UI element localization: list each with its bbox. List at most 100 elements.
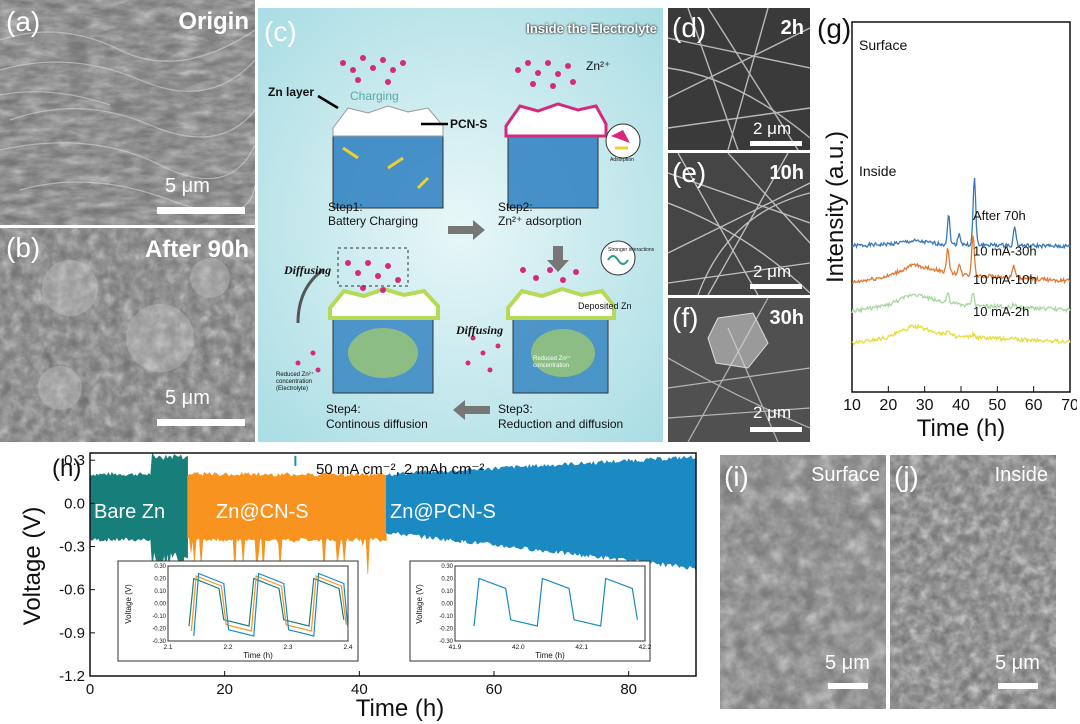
inset-y-tick-label: -0.30 bbox=[439, 639, 453, 645]
voltage-series-band bbox=[187, 471, 387, 575]
step3-text: Reduction and diffusion bbox=[498, 417, 624, 431]
structure-box-step4 bbox=[332, 312, 434, 394]
sem-texture bbox=[668, 298, 810, 442]
inset-y-tick-label: -0.10 bbox=[152, 614, 166, 620]
xrd-series-line bbox=[851, 323, 1071, 346]
condition-d: 2h bbox=[780, 17, 804, 39]
inset-1: 0.300.200.100.00-0.10-0.20-0.30 2.1 2.2 2.… bbox=[117, 560, 359, 662]
interaction-circle bbox=[600, 240, 636, 276]
panel-label-h: (h) bbox=[52, 455, 81, 482]
inset-y-tick-label: 0.30 bbox=[154, 564, 166, 570]
sem-panel-e: (e) 10h 2 μm bbox=[668, 153, 810, 295]
panel-label-f: (f) bbox=[672, 302, 699, 333]
sem-panel-d: (d) 2h 2 μm bbox=[668, 8, 810, 150]
x-axis-label: Time (h) bbox=[917, 415, 1005, 442]
voltage-series-band bbox=[89, 452, 188, 568]
inset-y-tick-label: 0.00 bbox=[154, 602, 166, 608]
series-label: Bare Zn bbox=[94, 501, 165, 523]
y-tick-labels: 0.3 0.0 -0.3 -0.6 -0.9 -1.2 bbox=[59, 452, 95, 685]
panel-label-g: (g) bbox=[817, 13, 851, 44]
scale-bar-f bbox=[750, 427, 802, 432]
inset-series-line bbox=[473, 577, 638, 627]
zn-layer-step3 bbox=[506, 286, 616, 320]
xrd-series-line bbox=[851, 292, 1071, 314]
xrd-series bbox=[851, 177, 1071, 346]
panel-label-e: (e) bbox=[672, 157, 707, 188]
inset-y-tick-label: -0.10 bbox=[439, 614, 453, 620]
diagram-graphics bbox=[258, 8, 663, 442]
test-condition: 50 mA cm⁻², 2 mAh cm⁻² bbox=[316, 461, 484, 478]
pcn-s-label: PCN-S bbox=[450, 117, 488, 131]
scale-bar-j bbox=[998, 683, 1038, 689]
zn-layer-label: Zn layer bbox=[268, 85, 315, 99]
scale-text-e: 2 μm bbox=[753, 262, 792, 281]
inset-x-tick-label: 41.9 bbox=[449, 644, 462, 651]
sem-panel-a: (a) Origin 5 μm bbox=[0, 0, 255, 225]
step4-title: Step4: bbox=[326, 402, 361, 416]
condition-f: 30h bbox=[769, 307, 804, 329]
x-tick-labels: 10 20 30 40 50 60 70 bbox=[843, 386, 1077, 414]
condition-j: Inside bbox=[994, 464, 1048, 486]
series-labels: Bare Zn Zn@CN-S Zn@PCN-S bbox=[94, 501, 496, 523]
scale-text-a: 5 μm bbox=[165, 175, 210, 197]
zn-ion-clusters bbox=[295, 55, 579, 373]
x-tick-label: 10 bbox=[843, 397, 861, 414]
x-tick-labels: 0 20 40 60 80 bbox=[86, 671, 637, 698]
sem-panel-i: (i) Surface 5 μm bbox=[720, 455, 886, 709]
y-tick-label: 0.0 bbox=[64, 495, 85, 512]
xrd-series-labels: After 70h 10 mA-30h 10 mA-10h 10 mA-2h bbox=[973, 208, 1037, 319]
sem-panel-j: (j) Inside 5 μm bbox=[890, 455, 1056, 709]
sem-panel-f: (f) 30h 2 μm bbox=[668, 298, 810, 442]
deposited-zn-label: Deposited Zn bbox=[578, 301, 632, 311]
scale-text-f: 2 μm bbox=[753, 403, 792, 422]
xrd-chart-g: (g) Surface Inside After 70h 10 mA-30h 10 … bbox=[817, 13, 1077, 442]
plot-frame bbox=[89, 452, 697, 677]
scale-bar-a bbox=[157, 207, 245, 214]
inset-1-x-ticks: 2.1 2.2 2.3 2.4 bbox=[163, 644, 352, 651]
condition-b: After 90h bbox=[144, 236, 249, 263]
sem-texture bbox=[668, 8, 810, 150]
inset-y-tick-label: 0.00 bbox=[441, 602, 453, 608]
adsorption-circle bbox=[605, 123, 641, 159]
interaction-label: Stronger interactions bbox=[608, 247, 655, 253]
panel-label-a: (a) bbox=[6, 6, 41, 37]
reduced-conc-label: Reduced Zn²⁺ concentration bbox=[533, 356, 571, 369]
panel-label-i: (i) bbox=[724, 461, 749, 492]
y-tick-label: -0.3 bbox=[59, 539, 85, 556]
inset-x-tick-label: 2.2 bbox=[223, 644, 232, 651]
sem-panel-b: (b) After 90h 5 μm bbox=[0, 228, 255, 442]
y-axis-label: Intensity (a.u.) bbox=[822, 131, 849, 283]
inset-2-x-ticks: 41.9 42.0 42.1 42.2 bbox=[449, 644, 652, 651]
x-tick-label: 40 bbox=[952, 397, 970, 414]
inset-y-tick-label: 0.10 bbox=[441, 589, 453, 595]
voltage-chart-h: (h) 0.3 0.0 -0.3 -0.6 -0.9 -1.2 0 20 40 60 80 Bar… bbox=[19, 452, 697, 722]
x-tick-label: 20 bbox=[216, 681, 233, 698]
x-tick-label: 70 bbox=[1061, 397, 1077, 414]
series-label: Zn@CN-S bbox=[216, 501, 309, 523]
diffusing-right-label: Diffusing bbox=[456, 323, 504, 337]
x-axis-label: Time (h) bbox=[356, 695, 444, 722]
inset-y-tick-label: 0.20 bbox=[441, 577, 453, 583]
scale-text-b: 5 μm bbox=[165, 387, 210, 409]
diffusing-left-label: Diffusing bbox=[284, 263, 332, 277]
zn-layer-step1 bbox=[332, 105, 444, 137]
inset-y-tick-label: -0.20 bbox=[439, 627, 453, 633]
scale-text-j: 5 μm bbox=[995, 652, 1040, 674]
inset-x-tick-label: 2.1 bbox=[163, 644, 172, 651]
group-label-surface: Surface bbox=[859, 37, 907, 53]
inset-x-tick-label: 42.0 bbox=[512, 644, 525, 651]
inset-y-tick-label: -0.20 bbox=[152, 627, 166, 633]
panel-label-d: (d) bbox=[672, 12, 707, 43]
step2-title: Step2: bbox=[498, 200, 533, 214]
x-tick-label: 80 bbox=[620, 681, 637, 698]
diagram-title: Inside the Electrolyte bbox=[526, 21, 657, 36]
inset-1-y-ticks: 0.30 0.20 0.10 0.00 -0.10 -0.20 -0.30 bbox=[152, 564, 166, 645]
zn-layer-step4 bbox=[328, 286, 440, 320]
inset-2-xlabel: Time (h) bbox=[535, 651, 565, 660]
xrd-series-label: 10 mA-30h bbox=[973, 243, 1037, 258]
x-tick-label: 60 bbox=[486, 681, 503, 698]
zn-layer-pointer bbox=[317, 94, 339, 110]
x-tick-label: 0 bbox=[86, 681, 94, 698]
inset-series-line bbox=[190, 575, 347, 632]
x-tick-label: 40 bbox=[351, 681, 368, 698]
